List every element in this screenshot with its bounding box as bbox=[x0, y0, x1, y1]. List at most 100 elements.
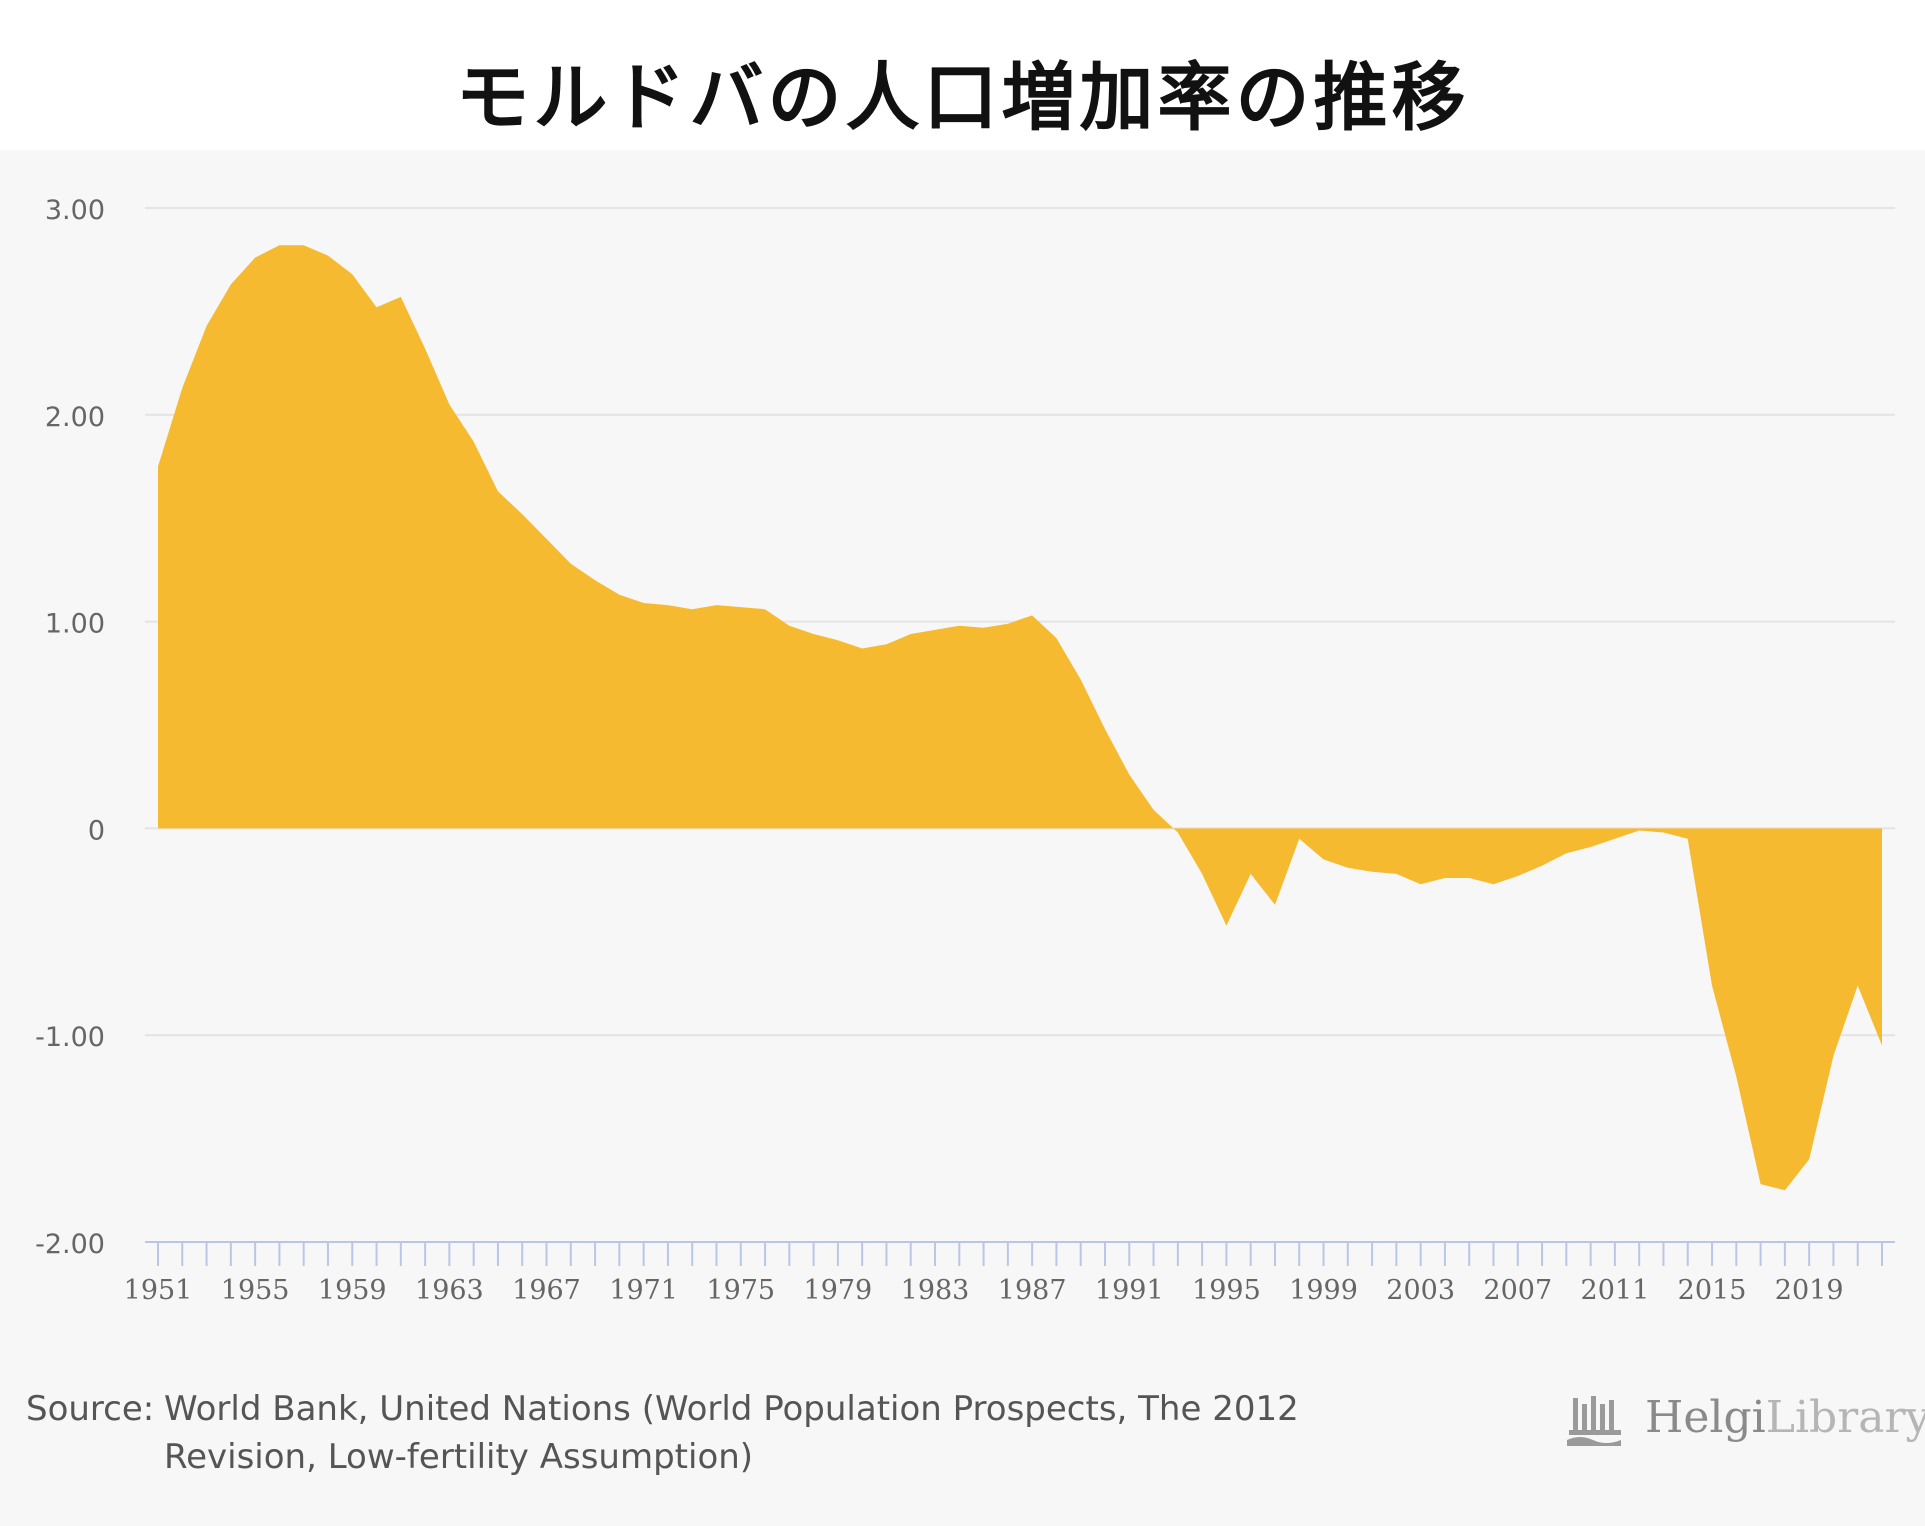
data-point bbox=[422, 346, 428, 352]
chart-title: モルドバの人口増加率の推移 bbox=[455, 55, 1470, 141]
data-point bbox=[1491, 881, 1497, 887]
data-point bbox=[932, 627, 938, 633]
data-point bbox=[1855, 983, 1861, 989]
data-point bbox=[568, 561, 574, 567]
data-point bbox=[1393, 871, 1399, 877]
data-point bbox=[1466, 875, 1472, 881]
y-tick-label: 0 bbox=[88, 815, 105, 846]
data-point bbox=[884, 641, 890, 647]
data-point bbox=[446, 402, 452, 408]
x-tick-label: 1955 bbox=[221, 1275, 290, 1306]
data-point bbox=[835, 637, 841, 643]
data-point bbox=[665, 602, 671, 608]
y-tick-label: 2.00 bbox=[45, 402, 105, 433]
data-point bbox=[738, 604, 744, 610]
data-point bbox=[1029, 612, 1035, 618]
library-logo-icon bbox=[1567, 1396, 1621, 1446]
data-point bbox=[1539, 863, 1545, 869]
data-point bbox=[204, 323, 210, 329]
data-point bbox=[1879, 1043, 1885, 1049]
x-tick-label: 1971 bbox=[609, 1275, 678, 1306]
data-point bbox=[981, 625, 987, 631]
helgi-library-logo: HelgiLibrary bbox=[1565, 1390, 1925, 1450]
x-tick-label: 1963 bbox=[415, 1275, 484, 1306]
data-point bbox=[1733, 1074, 1739, 1080]
logo-text-rest: Library bbox=[1765, 1392, 1925, 1443]
data-point bbox=[1296, 836, 1302, 842]
data-point bbox=[811, 631, 817, 637]
data-point bbox=[325, 253, 331, 259]
x-tick-label: 1979 bbox=[804, 1275, 873, 1306]
data-point bbox=[1636, 828, 1642, 834]
data-point bbox=[956, 623, 962, 629]
area-series bbox=[158, 245, 1882, 1191]
data-point bbox=[592, 577, 598, 583]
data-point bbox=[641, 600, 647, 606]
data-point bbox=[1321, 856, 1327, 862]
data-point bbox=[1102, 726, 1108, 732]
x-tick-label: 1991 bbox=[1095, 1275, 1164, 1306]
data-point bbox=[762, 606, 768, 612]
data-point bbox=[1272, 902, 1278, 908]
x-tick-label: 1951 bbox=[124, 1275, 193, 1306]
data-point bbox=[228, 282, 234, 288]
source-text: World Bank, United Nations (World Popula… bbox=[164, 1389, 1299, 1477]
data-point bbox=[1442, 875, 1448, 881]
data-point bbox=[1515, 873, 1521, 879]
data-point bbox=[471, 439, 477, 445]
data-point bbox=[1612, 836, 1618, 842]
plot-panel: 3.00 2.00 1.00 0 -1.00 -2.00 1951 1955 1959 1963 1… bbox=[0, 150, 1925, 1526]
data-point bbox=[1248, 871, 1254, 877]
data-point bbox=[616, 592, 622, 598]
area-chart: 3.00 2.00 1.00 0 -1.00 -2.00 1951 1955 1959 1963 1… bbox=[35, 195, 1895, 1306]
data-point bbox=[689, 606, 695, 612]
x-tick-label: 1967 bbox=[512, 1275, 581, 1306]
data-point bbox=[859, 646, 865, 652]
data-point bbox=[276, 242, 282, 248]
data-point bbox=[1175, 830, 1181, 836]
data-point bbox=[1758, 1181, 1764, 1187]
data-point bbox=[519, 511, 525, 517]
data-point bbox=[252, 255, 258, 261]
data-point bbox=[1005, 621, 1011, 627]
data-point bbox=[1199, 871, 1205, 877]
data-point bbox=[1151, 807, 1157, 813]
data-point bbox=[1709, 983, 1715, 989]
x-tick-label: 1983 bbox=[901, 1275, 970, 1306]
data-point bbox=[495, 488, 501, 494]
x-tick-label: 1975 bbox=[706, 1275, 775, 1306]
data-point bbox=[786, 623, 792, 629]
x-tick-label: 1995 bbox=[1192, 1275, 1261, 1306]
data-point bbox=[1223, 923, 1229, 929]
data-point bbox=[1126, 772, 1132, 778]
x-tick-label: 2015 bbox=[1678, 1275, 1747, 1306]
data-point bbox=[301, 242, 307, 248]
data-point bbox=[1782, 1187, 1788, 1193]
y-tick-label: 1.00 bbox=[45, 609, 105, 640]
data-point bbox=[1588, 844, 1594, 850]
data-point bbox=[349, 271, 355, 277]
data-point bbox=[1418, 881, 1424, 887]
data-point bbox=[179, 385, 185, 391]
x-tick-label: 1987 bbox=[998, 1275, 1067, 1306]
data-point bbox=[908, 631, 914, 637]
data-point bbox=[544, 536, 550, 542]
y-tick-label: 3.00 bbox=[45, 195, 105, 226]
data-point bbox=[1806, 1156, 1812, 1162]
data-point bbox=[374, 304, 380, 310]
x-tick-label: 2003 bbox=[1386, 1275, 1455, 1306]
data-point bbox=[1661, 830, 1667, 836]
x-tick-label: 1959 bbox=[318, 1275, 387, 1306]
y-tick-label: -2.00 bbox=[35, 1229, 105, 1260]
data-point bbox=[1369, 869, 1375, 875]
data-point bbox=[398, 294, 404, 300]
x-tick-label: 2011 bbox=[1581, 1275, 1650, 1306]
data-point bbox=[1053, 635, 1059, 641]
x-tick-label: 2007 bbox=[1483, 1275, 1552, 1306]
data-point bbox=[1345, 865, 1351, 871]
data-point bbox=[1078, 677, 1084, 683]
data-point bbox=[1685, 836, 1691, 842]
logo-text-main: Helgi bbox=[1645, 1392, 1766, 1443]
x-tick-label: 2019 bbox=[1775, 1275, 1844, 1306]
data-point bbox=[714, 602, 720, 608]
